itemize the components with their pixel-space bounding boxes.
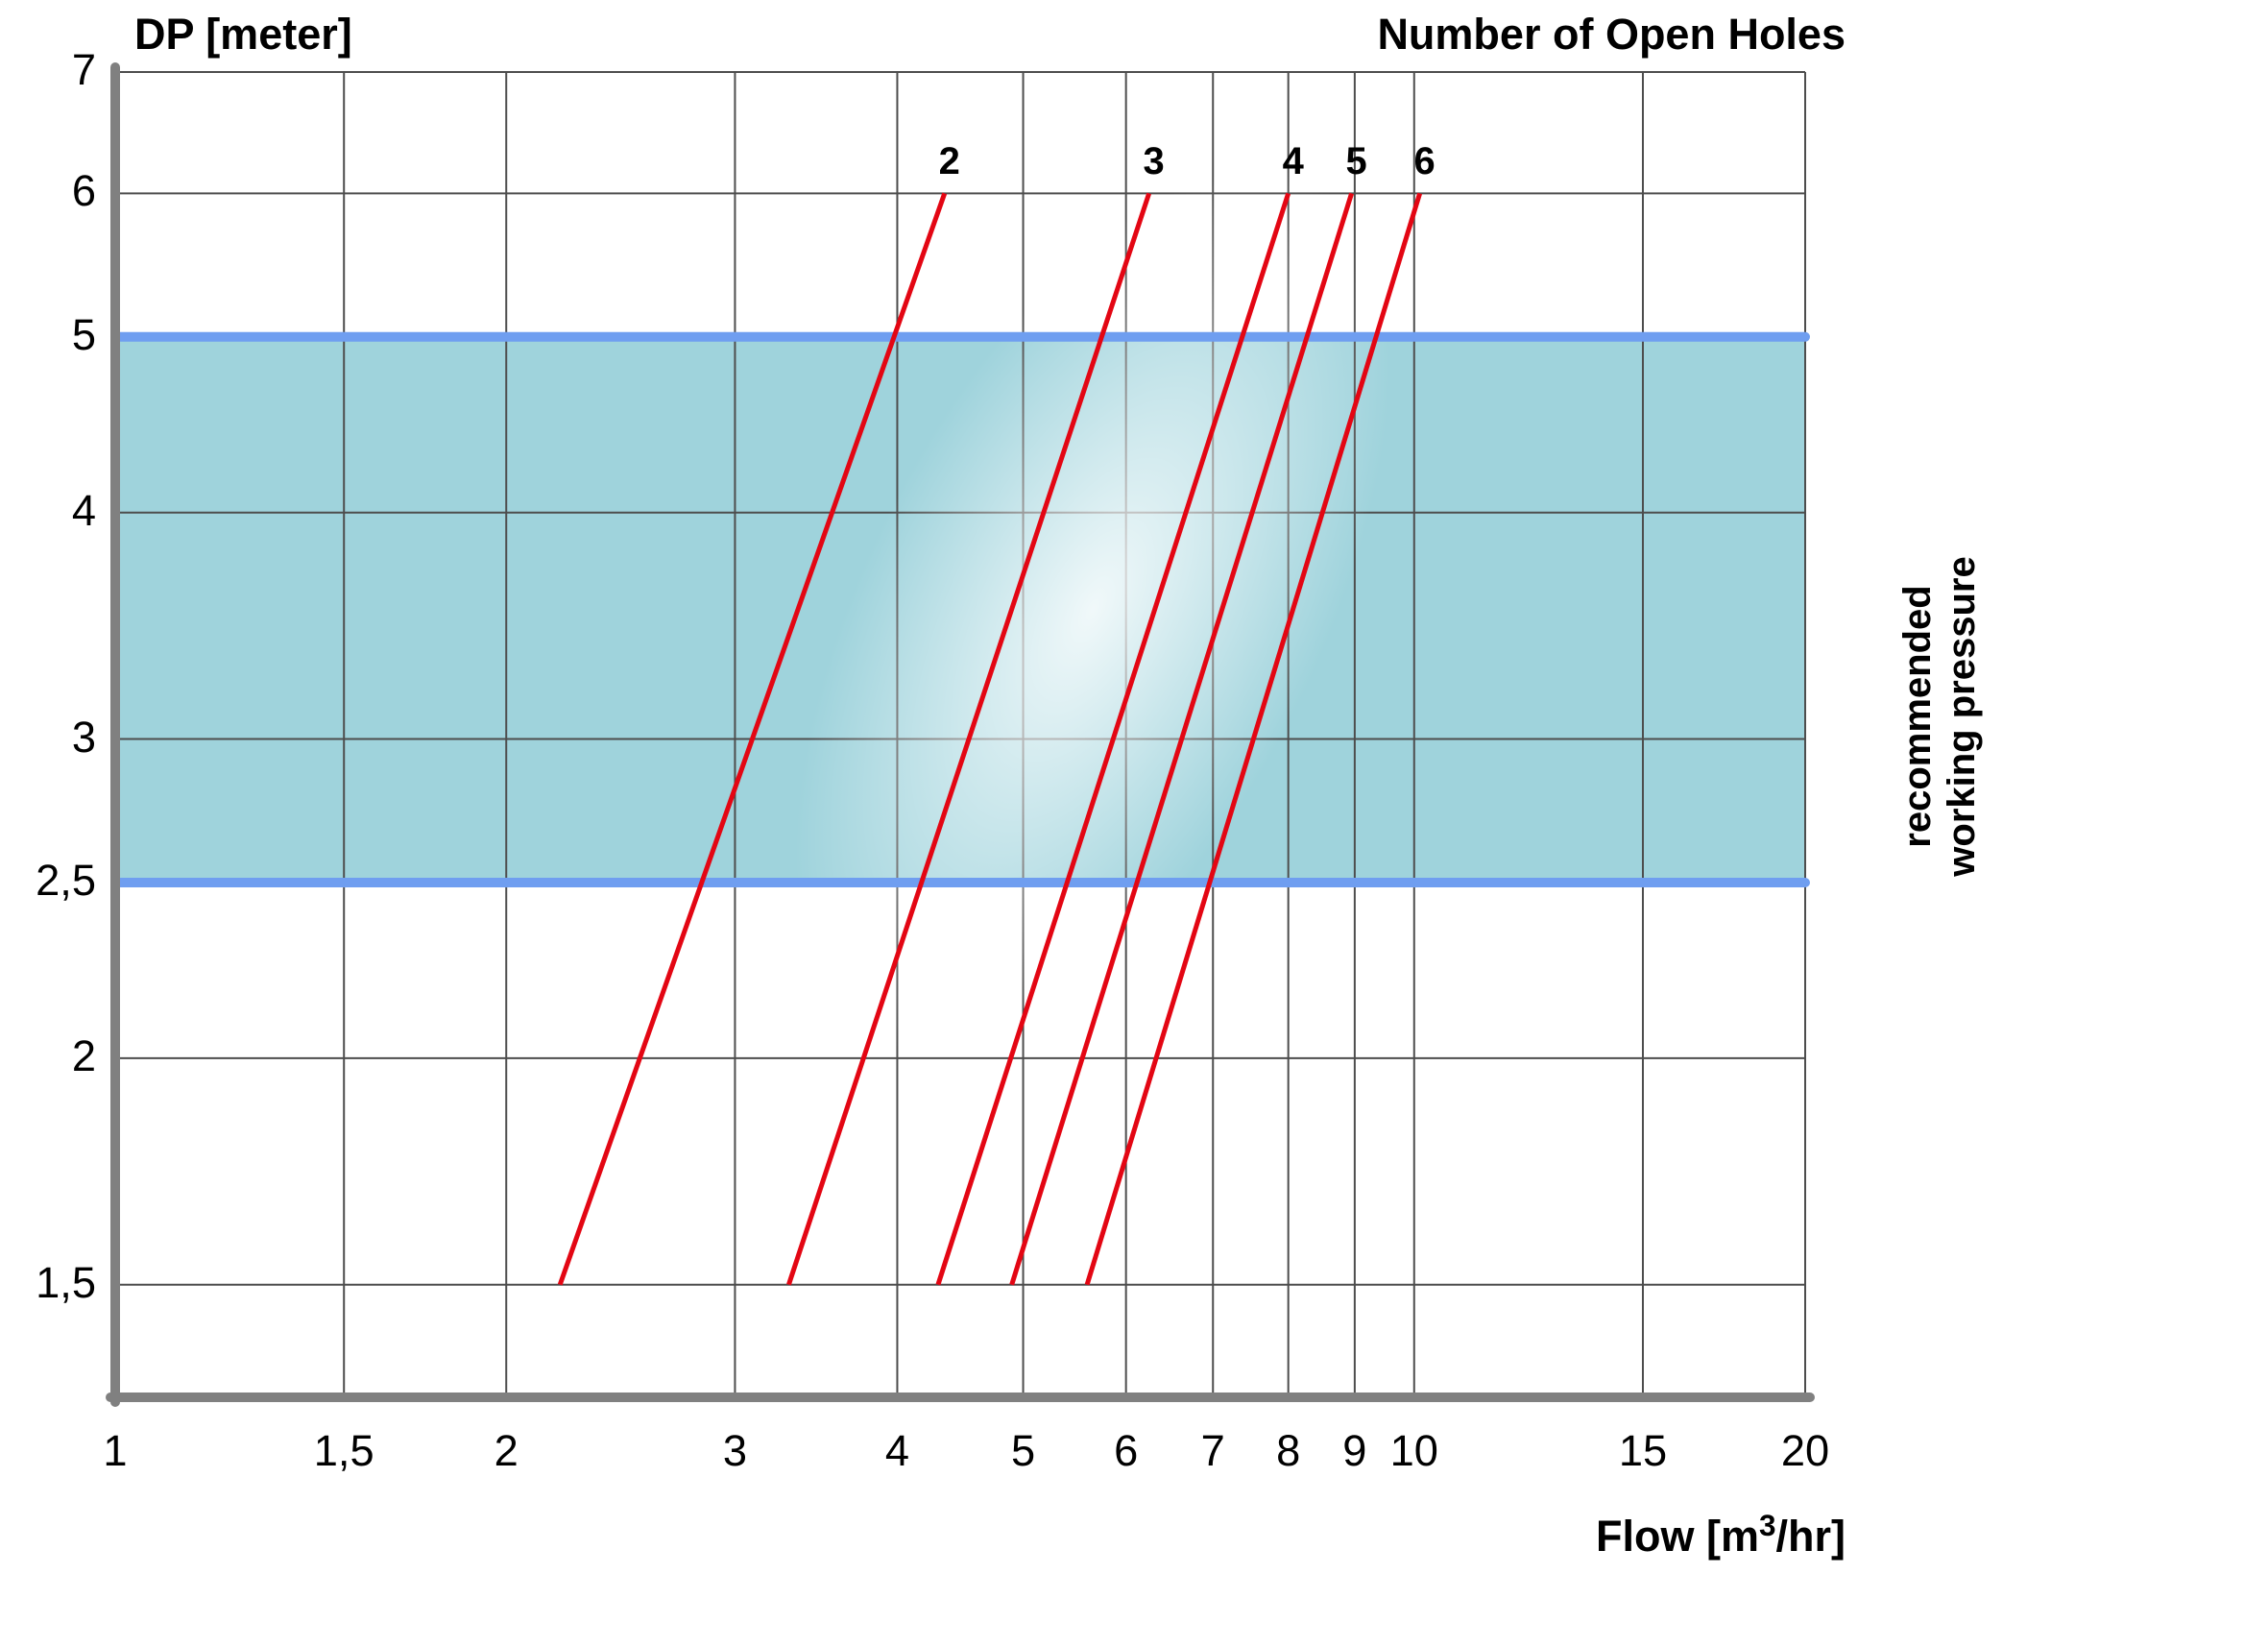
series-label-2: 2 bbox=[921, 140, 978, 183]
x-tick-6: 6 bbox=[1088, 1426, 1165, 1476]
series-label-3: 3 bbox=[1125, 140, 1183, 183]
x-tick-2: 2 bbox=[468, 1426, 544, 1476]
x-tick-15: 15 bbox=[1604, 1426, 1681, 1476]
series-label-6: 6 bbox=[1396, 140, 1454, 183]
y-tick-7: 7 bbox=[10, 45, 96, 95]
y-tick-2,5: 2,5 bbox=[10, 856, 96, 906]
x-tick-1: 1 bbox=[77, 1426, 154, 1476]
y-tick-1,5: 1,5 bbox=[10, 1258, 96, 1308]
y-tick-4: 4 bbox=[10, 486, 96, 536]
x-tick-20: 20 bbox=[1767, 1426, 1844, 1476]
chart-container: DP [meter] Number of Open Holes Flow [m3… bbox=[0, 0, 2268, 1647]
x-tick-3: 3 bbox=[696, 1426, 773, 1476]
x-tick-4: 4 bbox=[858, 1426, 935, 1476]
x-tick-1,5: 1,5 bbox=[305, 1426, 382, 1476]
series-label-4: 4 bbox=[1265, 140, 1322, 183]
x-tick-7: 7 bbox=[1174, 1426, 1251, 1476]
y-tick-3: 3 bbox=[10, 713, 96, 763]
y-tick-5: 5 bbox=[10, 310, 96, 360]
x-tick-8: 8 bbox=[1250, 1426, 1327, 1476]
x-tick-10: 10 bbox=[1376, 1426, 1453, 1476]
y-tick-6: 6 bbox=[10, 166, 96, 216]
labels-layer: 11,5234567891015201,522,53456723456 bbox=[0, 0, 2268, 1647]
x-tick-5: 5 bbox=[985, 1426, 1062, 1476]
y-tick-2: 2 bbox=[10, 1031, 96, 1081]
series-label-5: 5 bbox=[1328, 140, 1386, 183]
